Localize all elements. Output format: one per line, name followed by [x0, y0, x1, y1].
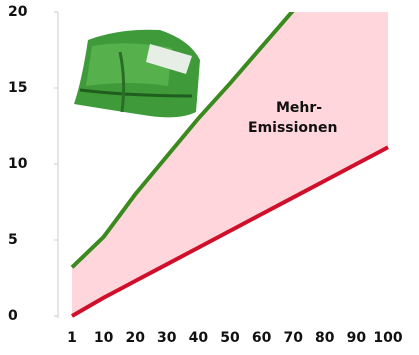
x-tick-label: 40	[189, 330, 209, 346]
line	[71, 145, 389, 318]
bag-illustration	[74, 29, 200, 118]
annotation: Mehr-	[276, 100, 322, 116]
y-tick-label: 10	[8, 156, 28, 172]
x-tick-label: 70	[283, 330, 303, 346]
y-tick-label: 15	[8, 80, 27, 96]
y-tick-label: 5	[8, 232, 18, 248]
fill-between	[72, 12, 388, 316]
x-tick-label: 20	[125, 330, 145, 346]
y-tick-label: 0	[8, 308, 18, 324]
x-tick-label: 80	[315, 330, 335, 346]
y-tick-label: 20	[8, 4, 28, 20]
line	[70, 12, 295, 269]
x-tick-label: 1	[67, 330, 77, 346]
x-tick-label: 50	[220, 330, 240, 346]
x-tick-label: 60	[252, 330, 272, 346]
x-tick-label: 30	[157, 330, 177, 346]
x-tick-label: 90	[347, 330, 367, 346]
x-tick-label: 100	[373, 330, 402, 346]
annotation: Emissionen	[248, 120, 337, 136]
plot-area	[70, 12, 389, 318]
x-tick-label: 10	[94, 330, 114, 346]
